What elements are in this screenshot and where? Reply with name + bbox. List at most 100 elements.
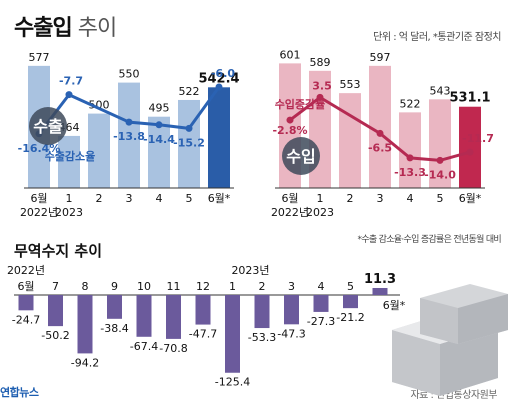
import-tick-label: 3 [377,192,384,205]
trade-tick-label: 5 [347,280,354,293]
import-badge-label: 수입 [286,147,315,166]
import-rate-point [436,156,444,164]
export-rate-label: -13.8 [113,130,145,143]
trade-bar-value-label: -21.2 [336,311,364,324]
import-rate-point [286,116,294,124]
trade-bar [313,295,329,312]
export-rate-label: -14.4 [143,133,175,146]
export-rate-point [155,121,163,129]
trade-bar [225,295,240,373]
import-tick-label: 6월 [281,192,298,205]
trade-tick-label: 11 [167,280,181,293]
trade-tick-label: 6월* [383,299,406,312]
import-bar-value-label: 553 [340,78,361,91]
import-year-label: 2022년 [271,206,309,219]
export-bar-value-label: 500 [89,99,110,112]
trade-tick-label: 4 [318,280,325,293]
import-bar [399,112,421,188]
import-bar-value-label: 589 [310,56,331,69]
unit-note: 단위 : 억 달러, *통관기준 잠정치 [373,32,501,43]
trade-tick-label: 2 [259,280,266,293]
import-bar [459,106,481,188]
import-rate-point [406,154,414,162]
export-bar [88,113,110,188]
import-rate-point [316,93,324,101]
export-tick-label: 6월 [30,192,47,205]
shipping-container-illustration [392,284,508,396]
trade-bar [48,295,63,327]
trade-bar-value-label: -50.2 [41,329,69,342]
export-rate-point [185,124,193,132]
trade-bar [136,295,152,337]
export-badge [29,107,67,145]
export-rate-point [215,83,223,91]
trade-bar-value-label: -47.7 [189,328,217,341]
trade-tick-label: 1 [229,280,236,293]
import-bar-value-label: 531.1 [449,91,490,106]
import-rate-label: -2.8% [272,124,307,137]
trade-bar [343,295,358,309]
title-bold: 수출입 [14,16,73,41]
import-bar [369,65,391,188]
import-bar [429,99,451,188]
trade-tick-label: 3 [288,280,295,293]
trade-bar-value-label: -27.3 [307,315,335,328]
trade-bar [166,295,181,339]
export-rate-label: -16.4% [18,142,61,155]
import-tick-label: 1 [317,192,324,205]
import-rate-label: 3.5 [312,79,332,92]
trade-bar [77,295,93,354]
export-bar-value-label: 550 [119,68,140,81]
trade-tick-label: 9 [111,280,118,293]
export-bar-value-label: 542.4 [198,71,239,86]
export-year-label: 2022년 [20,206,58,219]
import-rate-name: 수입증감률 [275,97,326,111]
trade-bar-value-label: -125.4 [215,376,250,389]
trade-bar-value-label: -70.8 [159,342,187,355]
import-tick-label: 5 [437,192,444,205]
page-title: 수출입 추이 [14,10,117,42]
export-tick-label: 2 [96,192,103,205]
export-rate-point [125,118,133,126]
export-bar [148,116,170,188]
export-rate-line [37,86,221,135]
export-bar [118,82,140,188]
trade-bar [284,295,299,325]
trade-tick-label: 10 [137,280,151,293]
export-rate-label: -7.7 [59,75,83,88]
import-rate-label: -13.3 [394,166,426,179]
import-year-label: 2023 [306,206,334,219]
footnote: *수출 감소율·수입 증감률은 전년동월 대비 [357,235,502,245]
export-tick-label: 1 [66,192,73,205]
export-tick-label: 6월* [208,192,231,205]
publisher-logo: 연합뉴스 [0,386,39,399]
trade-bar-value-label: -53.3 [248,331,276,344]
import-rate-label: -11.7 [462,132,494,145]
import-rate-label: -6.5 [368,141,392,154]
import-rate-point [376,129,384,137]
trade-bar [372,287,388,295]
export-tick-label: 3 [126,192,133,205]
export-year-label: 2023 [55,206,83,219]
export-rate-point [65,91,73,99]
trade-tick-label: 8 [82,280,89,293]
export-rate-name: 수출감소율 [45,149,96,163]
import-rate-point [466,148,474,156]
export-bar-value-label: 495 [149,102,170,115]
trade-tick-label: 6월 [17,280,34,293]
import-rate-line [289,95,471,162]
trade-bar [254,295,270,329]
import-rate-label: -14.0 [424,168,456,181]
trade-bar-value-label: -67.4 [130,340,158,353]
trade-year-label: 2022년 [7,264,45,277]
trade-bar [195,295,211,325]
export-bar [58,135,80,188]
title-light: 추이 [77,16,117,41]
trade-tick-label: 7 [52,280,59,293]
import-bar-value-label: 543 [430,84,451,97]
export-bar-value-label: 522 [179,85,200,98]
import-bar-value-label: 601 [280,48,301,61]
import-bar-value-label: 522 [400,97,421,110]
trade-tick-label: 12 [196,280,210,293]
